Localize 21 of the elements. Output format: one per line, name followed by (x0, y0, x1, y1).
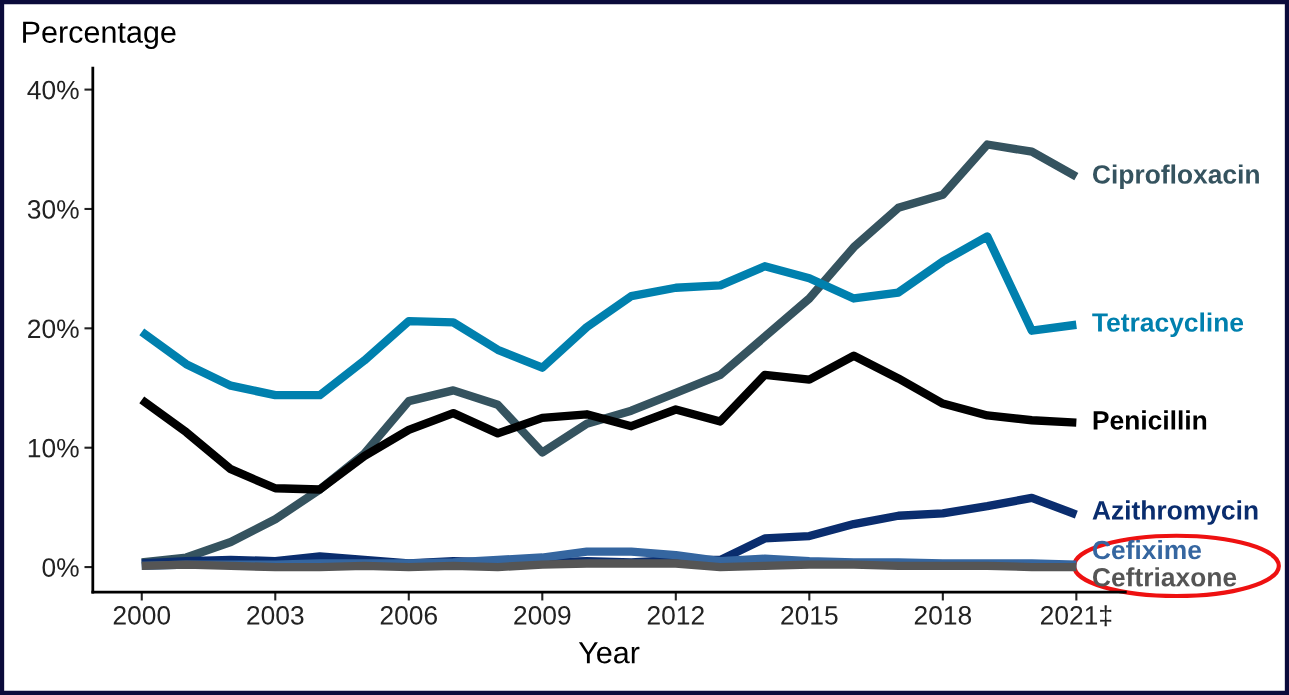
y-tick-label: 10% (28, 438, 79, 458)
y-tick-label: 20% (28, 319, 79, 339)
y-tick-label: 40% (27, 80, 79, 100)
x-tick-label: 2021‡ (1040, 605, 1112, 627)
x-tick-label: 2009 (514, 606, 571, 625)
series-label: Penicillin (1093, 410, 1207, 430)
y-axis-title: Percentage (23, 21, 176, 49)
series-label: Tetracycline (1092, 312, 1244, 338)
x-tick-label: 2018 (914, 606, 972, 625)
x-tick-label: 2012 (647, 606, 704, 625)
y-tick-label: 0% (42, 558, 79, 577)
series-label: Cefixime (1093, 539, 1202, 560)
y-tick-label: 30% (27, 200, 79, 219)
series-label: Azithromycin (1092, 500, 1258, 525)
x-tick-label: 2015 (781, 606, 838, 625)
x-tick-label: 2006 (380, 606, 437, 625)
x-axis-title: Year (578, 642, 640, 664)
series-label: Ciprofloxacin (1093, 164, 1259, 190)
x-tick-label: 2003 (247, 606, 304, 625)
series-label: Ceftriaxone (1093, 567, 1237, 587)
x-tick-label: 2000 (113, 606, 171, 625)
